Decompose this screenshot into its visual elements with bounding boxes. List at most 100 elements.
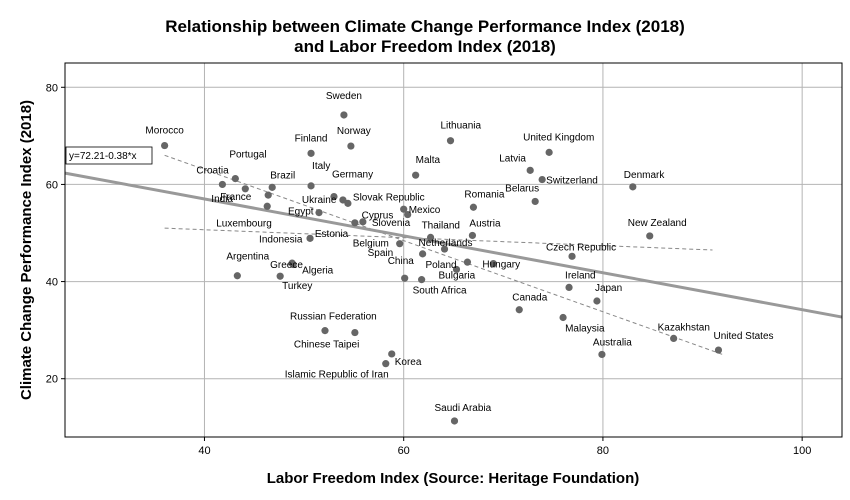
data-point <box>307 149 315 157</box>
data-point <box>289 260 297 269</box>
point-label: Mexico <box>409 205 441 216</box>
data-point <box>382 360 390 368</box>
point-label: Denmark <box>624 170 666 181</box>
point-label: Portugal <box>229 150 266 161</box>
point-label: India <box>211 194 233 205</box>
data-point <box>330 192 338 201</box>
point-label: Morocco <box>145 126 184 137</box>
point-label: Austria <box>469 218 501 229</box>
data-point <box>545 148 553 156</box>
point-label: Latvia <box>499 153 526 164</box>
data-point <box>452 265 461 274</box>
data-point <box>344 199 352 207</box>
point-label: Estonia <box>315 229 349 240</box>
fit-equation-box: y=72.21-0.38*x <box>65 146 153 165</box>
point-labels: Sweden Morocco Finland Norway Lithuania Unite… <box>145 91 773 414</box>
data-point <box>418 276 426 284</box>
data-point <box>306 234 314 242</box>
grid-lines <box>65 63 842 437</box>
data-point <box>450 417 459 425</box>
data-point <box>401 274 409 282</box>
data-point <box>268 183 276 191</box>
point-label: Belarus <box>505 183 539 194</box>
data-point <box>231 175 239 183</box>
data-point <box>593 297 601 305</box>
point-label: Islamic Republic of Iran <box>285 370 389 381</box>
point-label: Saudi Arabia <box>434 403 491 414</box>
data-point <box>629 183 637 191</box>
data-point <box>396 240 404 248</box>
confidence-lines <box>164 154 723 355</box>
data-points <box>161 111 723 425</box>
data-point <box>400 205 408 213</box>
point-label: Ukraine <box>302 195 337 206</box>
data-point <box>388 350 396 358</box>
plot-background <box>65 63 842 437</box>
x-tick-label: 100 <box>793 445 811 457</box>
point-label: Cyprus <box>362 211 394 222</box>
data-point <box>598 350 606 359</box>
y-axis-ticks: 20 40 60 80 <box>46 82 65 386</box>
data-point <box>412 171 420 179</box>
data-point <box>646 232 654 240</box>
point-label: Canada <box>512 293 547 304</box>
data-point <box>559 313 567 322</box>
confidence-line <box>164 227 713 251</box>
data-point <box>565 283 573 291</box>
point-label: Belgium <box>353 239 389 250</box>
point-label: Hungary <box>482 260 520 271</box>
data-point <box>263 202 271 210</box>
data-point <box>359 218 367 226</box>
data-point <box>469 203 478 211</box>
point-label: Italy <box>312 161 330 172</box>
chart-title-line-2: and Labor Freedom Index (2018) <box>294 37 556 56</box>
point-label: Algeria <box>302 266 334 277</box>
point-label: Greece <box>270 260 303 271</box>
data-point <box>526 166 534 174</box>
point-label: Norway <box>337 126 371 137</box>
data-point <box>568 252 576 260</box>
point-label: United Kingdom <box>523 132 594 143</box>
point-label: Ireland <box>565 270 596 281</box>
y-tick-label: 40 <box>46 277 58 289</box>
point-label: Switzerland <box>546 176 598 187</box>
point-label: Kazakhstan <box>658 322 710 333</box>
point-label: Romania <box>464 189 504 200</box>
point-label: Finland <box>295 133 328 144</box>
point-label: Australia <box>593 337 632 348</box>
point-label: Malaysia <box>565 324 605 335</box>
point-label: France <box>220 192 252 203</box>
y-tick-label: 20 <box>46 374 58 386</box>
data-point <box>321 327 329 335</box>
data-point <box>264 191 272 199</box>
fit-line <box>64 171 843 319</box>
data-point <box>670 334 678 342</box>
fit-line-group <box>64 171 843 319</box>
point-label: United States <box>713 331 773 342</box>
data-point <box>351 219 359 227</box>
x-tick-label: 40 <box>198 445 210 457</box>
plot-frame <box>64 62 843 438</box>
data-point <box>440 245 449 253</box>
point-label: Indonesia <box>259 234 303 245</box>
data-point <box>404 210 412 219</box>
y-axis-title: Climate Change Performance Index (2018) <box>18 100 35 400</box>
point-label: Brazil <box>270 170 295 181</box>
x-axis-title: Labor Freedom Index (Source: Heritage Fo… <box>267 470 640 487</box>
point-label: Czech Republic <box>546 242 616 253</box>
data-point <box>419 250 427 258</box>
data-point <box>515 306 523 314</box>
y-tick-label: 80 <box>46 82 58 94</box>
point-label: Japan <box>595 283 622 294</box>
point-label: China <box>388 256 415 267</box>
data-point <box>446 137 455 145</box>
point-label: Slovak Republic <box>353 192 425 203</box>
point-label: Poland <box>425 260 456 271</box>
point-label: Chinese Taipei <box>294 340 359 351</box>
data-point <box>161 141 169 150</box>
point-label: Turkey <box>282 281 312 292</box>
point-label: Luxembourg <box>216 218 272 229</box>
x-tick-label: 80 <box>597 445 609 457</box>
data-point <box>351 328 359 337</box>
